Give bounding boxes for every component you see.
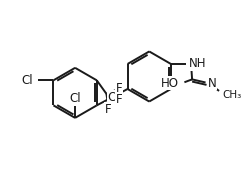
Text: HO: HO bbox=[161, 77, 179, 90]
Text: CH₃: CH₃ bbox=[222, 90, 241, 100]
Text: Cl: Cl bbox=[22, 74, 33, 87]
Text: N: N bbox=[208, 77, 216, 90]
Text: F: F bbox=[105, 103, 112, 116]
Text: F: F bbox=[116, 82, 122, 95]
Text: O: O bbox=[107, 91, 117, 104]
Text: NH: NH bbox=[189, 57, 207, 70]
Text: F: F bbox=[116, 93, 122, 106]
Text: Cl: Cl bbox=[69, 92, 81, 105]
